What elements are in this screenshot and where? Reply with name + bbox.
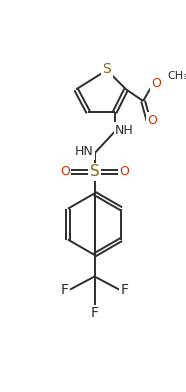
Text: CH₃: CH₃ bbox=[168, 71, 186, 80]
Text: O: O bbox=[60, 165, 70, 178]
Text: F: F bbox=[60, 283, 68, 297]
Text: S: S bbox=[90, 164, 100, 179]
Text: O: O bbox=[119, 165, 129, 178]
Text: S: S bbox=[102, 62, 111, 76]
Text: NH: NH bbox=[115, 124, 134, 137]
Text: O: O bbox=[151, 77, 161, 90]
Text: F: F bbox=[121, 283, 129, 297]
Text: HN: HN bbox=[75, 145, 94, 158]
Text: F: F bbox=[91, 307, 99, 321]
Text: O: O bbox=[147, 114, 157, 127]
